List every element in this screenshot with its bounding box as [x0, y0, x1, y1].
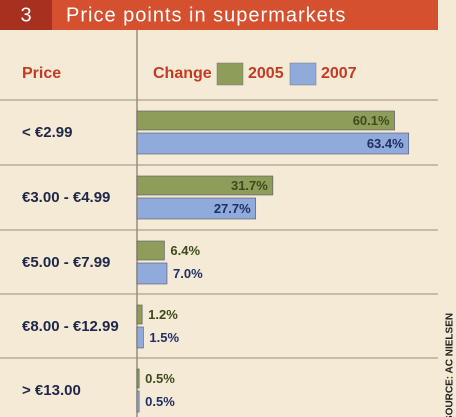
- bar: [136, 175, 274, 196]
- bar: [136, 110, 395, 131]
- value-label: 1.5%: [149, 330, 179, 345]
- value-label: 6.4%: [170, 243, 200, 258]
- bar: [136, 368, 140, 389]
- bar: [136, 304, 143, 325]
- value-label: 31.7%: [231, 178, 268, 193]
- legend-swatch: [216, 62, 244, 86]
- legend-swatch: [289, 62, 317, 86]
- legend-title: Change: [153, 65, 212, 82]
- legend-label: 2007: [321, 65, 357, 82]
- bar: [136, 240, 165, 261]
- source: SOURCE: AC NIELSEN: [445, 313, 456, 417]
- value-label: 1.2%: [148, 307, 178, 322]
- chart-number: 3: [20, 4, 31, 26]
- bar: [136, 262, 168, 285]
- category-label: €8.00 - €12.99: [22, 318, 119, 335]
- value-label: 60.1%: [353, 113, 390, 128]
- bar: [136, 132, 410, 155]
- bar: [136, 326, 144, 349]
- category-header: Price: [22, 65, 61, 82]
- category-label: €3.00 - €4.99: [22, 189, 110, 206]
- value-label: 0.5%: [145, 394, 175, 409]
- value-label: 27.7%: [214, 201, 251, 216]
- value-label: 0.5%: [145, 371, 175, 386]
- header-bar: [0, 0, 438, 30]
- category-label: €5.00 - €7.99: [22, 254, 110, 271]
- category-label: > €13.00: [22, 382, 81, 399]
- number-box: [0, 0, 52, 30]
- value-label: 7.0%: [173, 266, 203, 281]
- legend-label: 2005: [248, 65, 284, 82]
- category-label: < €2.99: [22, 124, 72, 141]
- chart-title: Price points in supermarkets: [66, 4, 346, 26]
- bar: [136, 197, 257, 220]
- bar: [136, 390, 140, 413]
- value-label: 63.4%: [367, 136, 404, 151]
